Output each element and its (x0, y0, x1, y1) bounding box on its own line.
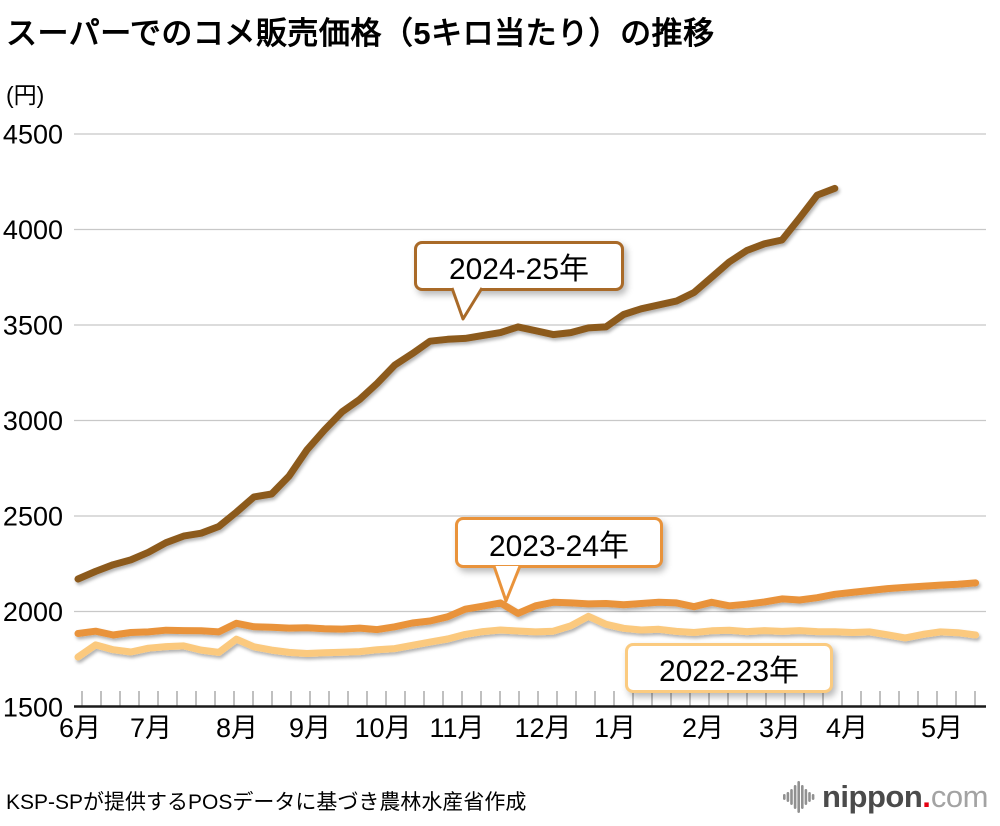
series-label-2024-25-text: 2024-25年 (448, 253, 590, 286)
month-label: 7月 (130, 713, 172, 743)
month-label: 3月 (759, 713, 801, 743)
series-label-2023-24-text: 2023-24年 (488, 529, 630, 563)
series-label-2022-23-text: 2022-23年 (658, 655, 800, 688)
logo-dot: . (922, 779, 931, 814)
callout-tail-2024-25 (450, 287, 484, 321)
month-label: 2月 (682, 713, 724, 743)
logo-nippon: nippon (822, 779, 923, 814)
month-label: 6月 (59, 713, 101, 743)
y-tick-label: 4000 (3, 215, 63, 245)
source-note: KSP-SPが提供するPOSデータに基づき農林水産省作成 (6, 791, 527, 814)
logo-com: com (930, 779, 989, 814)
y-tick-label: 3000 (3, 406, 63, 436)
nippon-logo: nippon. com (783, 779, 989, 815)
series-label-2023-24: 2023-24年 (455, 517, 663, 568)
y-tick-label: 2500 (3, 502, 63, 532)
month-label: 10月 (354, 713, 411, 743)
month-label: 12月 (514, 713, 571, 743)
y-tick-label: 2000 (3, 597, 63, 627)
month-label: 1月 (594, 713, 636, 743)
y-axis-unit: (円) (6, 82, 45, 108)
series-label-2022-23: 2022-23年 (625, 643, 833, 693)
callout-tail-2023-24 (492, 565, 522, 603)
month-label: 8月 (216, 713, 258, 743)
soundwave-icon (783, 781, 815, 813)
series-label-2024-25: 2024-25年 (414, 241, 624, 291)
y-tick-label: 3500 (3, 311, 63, 341)
series-line-2023-24 (74, 579, 980, 639)
month-label: 9月 (289, 713, 331, 743)
chart-title: スーパーでのコメ販売価格（5キロ当たり）の推移 (6, 16, 715, 51)
series-line-2022-23 (74, 612, 980, 661)
y-tick-label: 1500 (3, 693, 63, 723)
y-tick-label: 4500 (3, 120, 63, 150)
month-label: 4月 (826, 713, 868, 743)
series-line-2024-25 (74, 184, 839, 583)
month-label: 5月 (921, 713, 963, 743)
month-label: 11月 (429, 713, 484, 743)
